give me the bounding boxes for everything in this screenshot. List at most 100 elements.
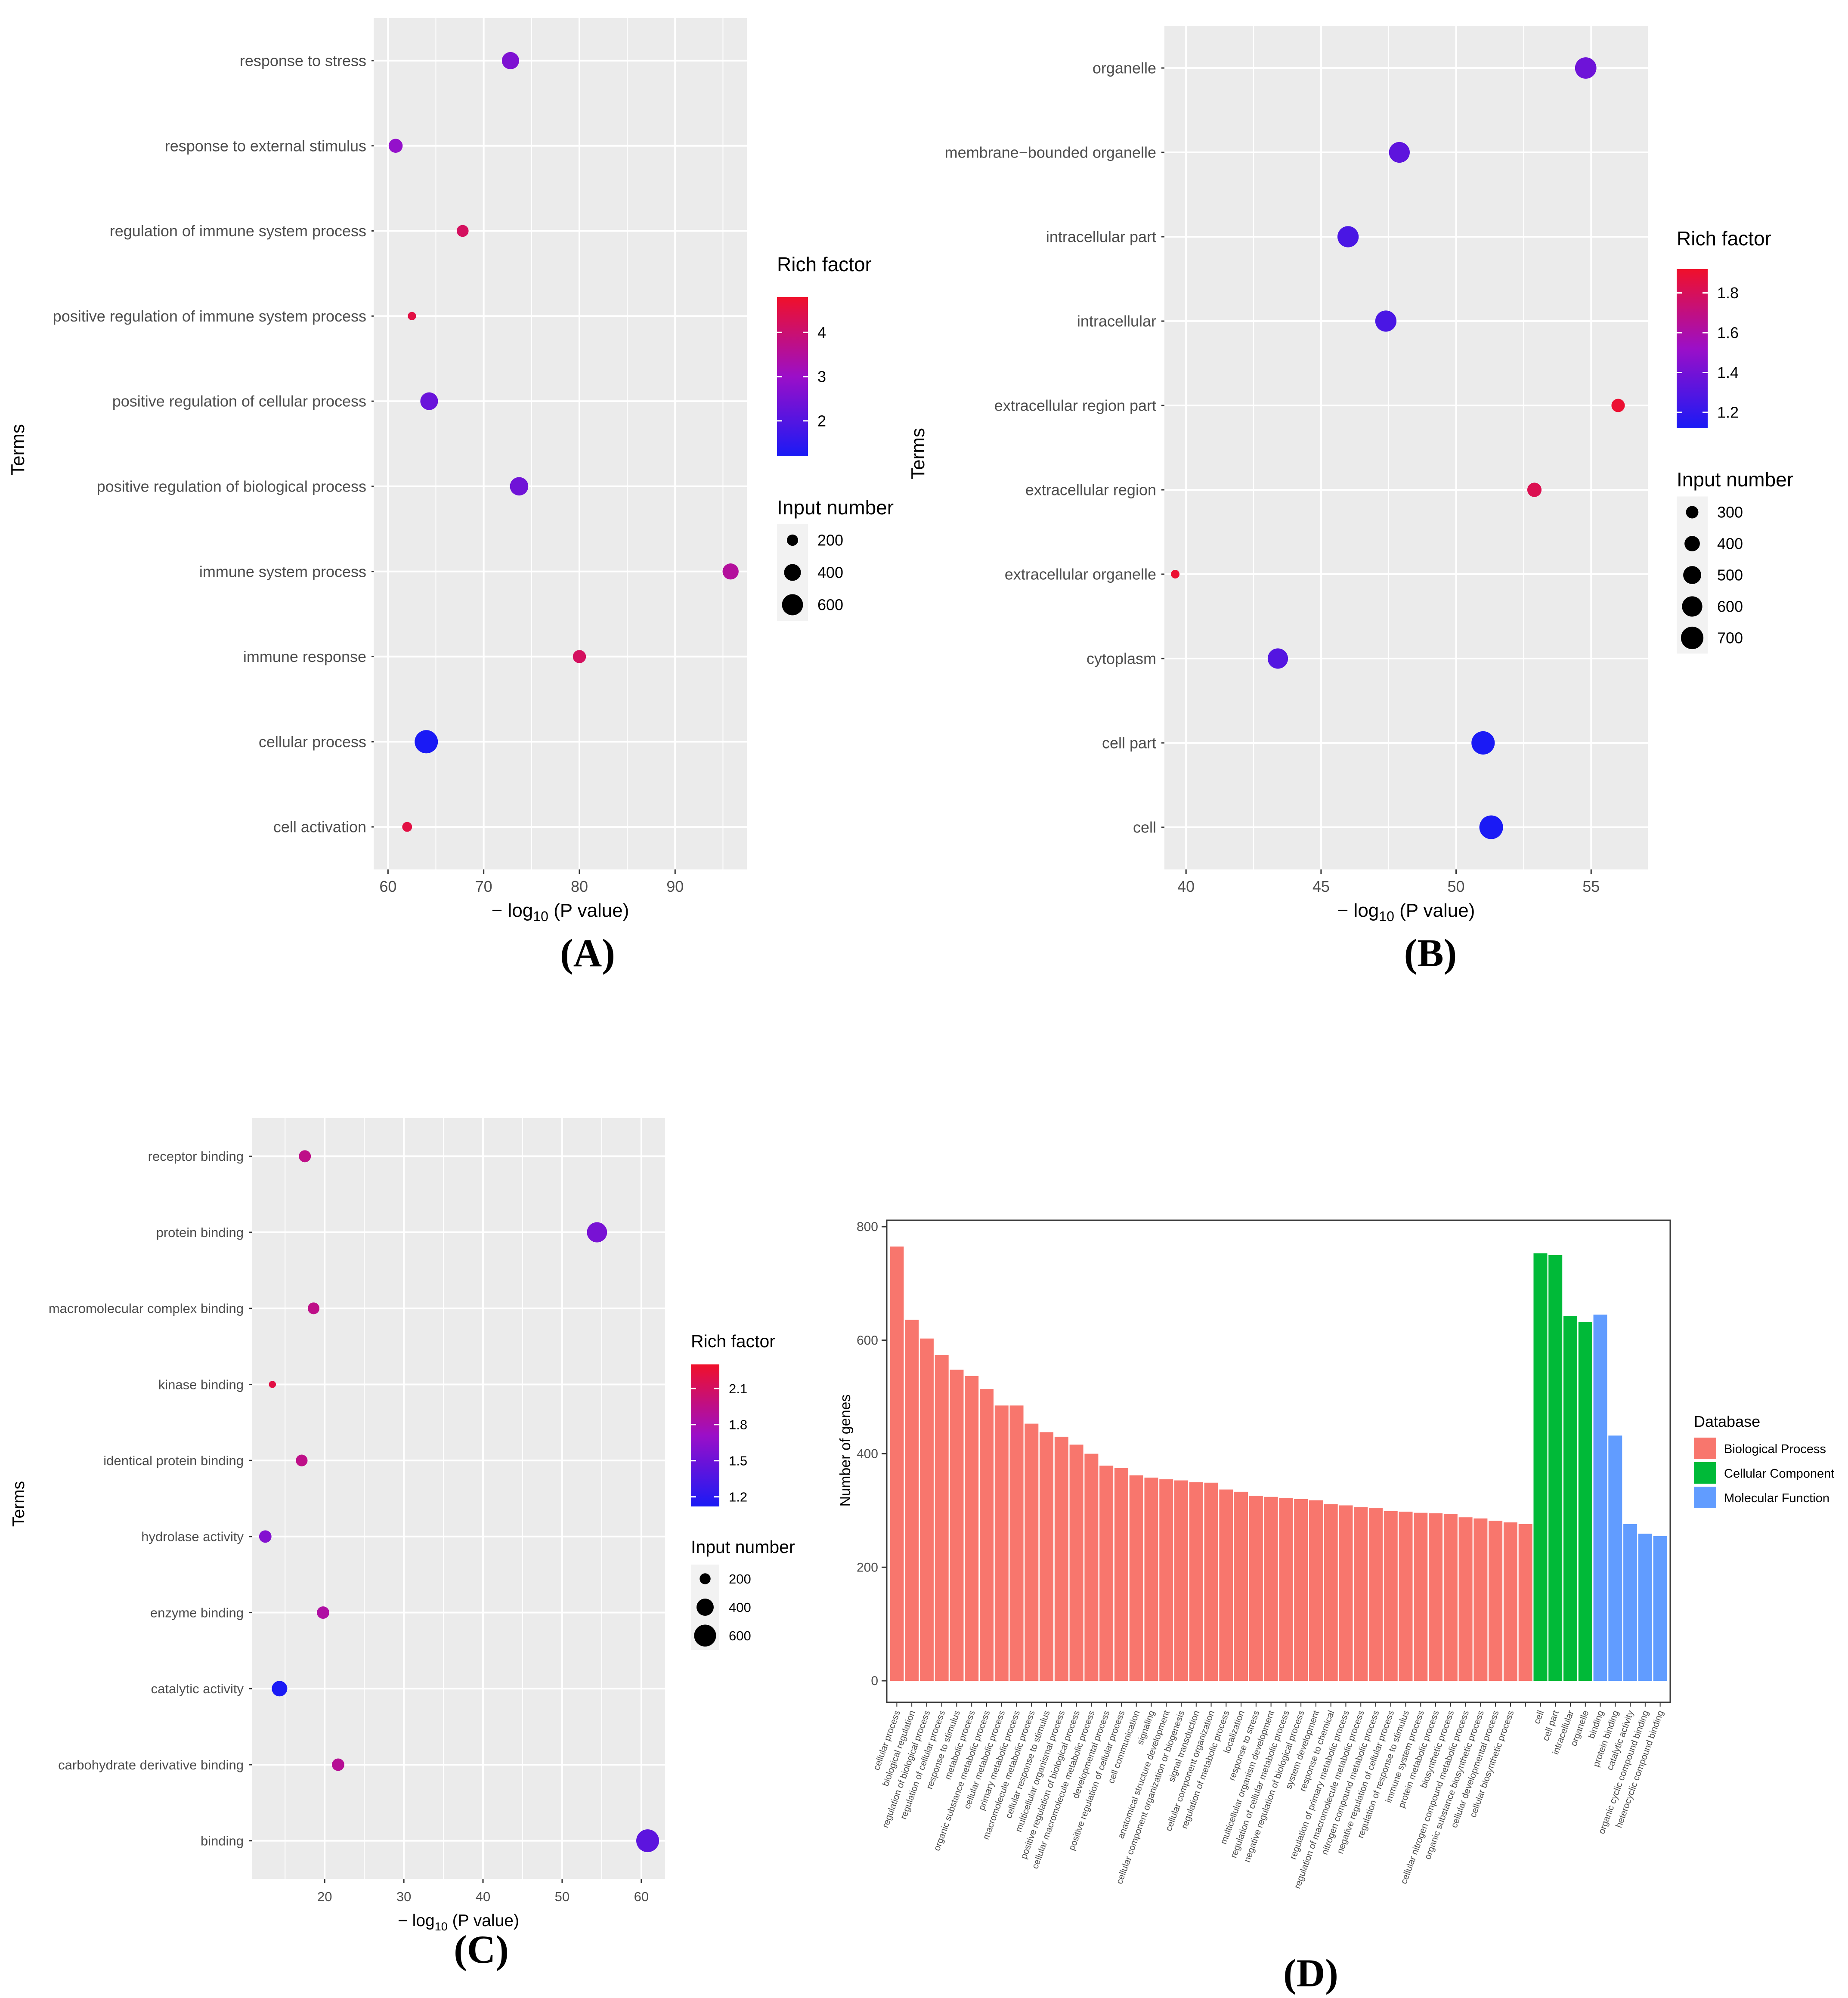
point-extracellular-organelle	[1171, 570, 1180, 578]
y-axis-label: Terms	[907, 428, 929, 479]
bar-multicellular-organismal-process	[1054, 1436, 1068, 1681]
term-label-cell-activation: cell activation	[273, 818, 366, 836]
x-tick-label-50: 50	[555, 1889, 570, 1904]
bar-primary-metabolic-process	[1009, 1405, 1024, 1681]
rich-factor-legend-title: Rich factor	[1677, 227, 1771, 250]
term-label-carbohydrate-derivative-binding: carbohydrate derivative binding	[58, 1757, 244, 1772]
point-immune-system-process	[722, 563, 739, 580]
point-identical-protein-binding	[296, 1454, 308, 1466]
size-key-400	[1684, 536, 1700, 551]
bar-negative-regulation-of-cellular-process	[1384, 1511, 1398, 1681]
y-axis-label: Number of genes	[837, 1395, 854, 1507]
point-cell-part	[1471, 731, 1495, 755]
rich-factor-colorbar	[1677, 269, 1708, 428]
point-hydrolase-activity	[259, 1530, 272, 1543]
x-axis-label-subscript: 10	[533, 909, 548, 924]
x-axis-label-subscript: 10	[435, 1920, 448, 1933]
size-label-500: 500	[1717, 566, 1743, 584]
legend-label-molecular-function: Molecular Function	[1724, 1491, 1829, 1505]
term-label-extracellular-organelle: extracellular organelle	[1005, 566, 1156, 583]
colorbar-label-2: 2	[817, 412, 826, 430]
x-tick-label-90: 90	[666, 878, 684, 895]
term-label-intracellular-part: intracellular part	[1046, 228, 1156, 246]
point-receptor-binding	[299, 1150, 311, 1163]
bar-nitrogen-compound-metabolic-process	[1369, 1508, 1383, 1681]
bar-signaling	[1144, 1477, 1158, 1681]
colorbar-label-1-6: 1.6	[1717, 324, 1739, 342]
input-number-legend-title: Input number	[691, 1537, 795, 1557]
size-label-400: 400	[817, 564, 843, 581]
size-label-600: 600	[817, 596, 843, 614]
y-tick-label-600: 600	[857, 1333, 878, 1348]
bar-heterocyclic-compound-binding	[1653, 1536, 1667, 1681]
bar-macromolecule-metabolic-process	[1025, 1423, 1039, 1681]
point-macromolecular-complex-binding	[307, 1302, 320, 1314]
y-axis-label: Terms	[9, 1481, 28, 1527]
bar-cellular-process	[890, 1246, 904, 1681]
bar-protein-metabolic-process	[1429, 1513, 1443, 1681]
point-extracellular-region	[1527, 482, 1542, 497]
x-axis-label: − log10 (P value)	[1337, 900, 1475, 924]
colorbar-label-3: 3	[817, 368, 826, 386]
x-axis-label: − log10 (P value)	[398, 1911, 519, 1933]
term-label-protein-binding: protein binding	[156, 1225, 244, 1240]
caption-a: (A)	[560, 931, 615, 975]
term-label-immune-response: immune response	[243, 648, 366, 665]
size-key-300	[1686, 506, 1699, 519]
legend-swatch-biological-process	[1694, 1438, 1716, 1459]
bar-regulation-of-metabolic-process	[1219, 1489, 1233, 1681]
legend-label-biological-process: Biological Process	[1724, 1442, 1826, 1456]
colorbar-label-1-4: 1.4	[1717, 364, 1739, 381]
size-label-600: 600	[729, 1628, 751, 1643]
x-axis-label-suffix: (P value)	[548, 900, 629, 921]
point-cell-activation	[402, 822, 412, 832]
y-tick-label-800: 800	[857, 1220, 878, 1234]
bar-response-to-chemical	[1324, 1504, 1338, 1681]
bar-localization	[1234, 1491, 1248, 1681]
bar-immune-system-process	[1414, 1512, 1428, 1681]
colorbar-label-1-2: 1.2	[729, 1489, 747, 1504]
point-response-to-stress	[501, 52, 519, 69]
term-label-positive-regulation-of-biological-process: positive regulation of biological proces…	[97, 478, 366, 495]
bar-biological-regulation	[905, 1320, 919, 1681]
x-axis-label-prefix: − log	[398, 1911, 435, 1930]
term-label-receptor-binding: receptor binding	[148, 1149, 244, 1164]
point-enzyme-binding	[317, 1606, 329, 1619]
size-label-200: 200	[729, 1571, 751, 1587]
term-label-response-to-stress: response to stress	[240, 52, 366, 70]
term-label-enzyme-binding: enzyme binding	[150, 1605, 244, 1620]
point-cytoplasm	[1267, 648, 1288, 669]
point-response-to-external-stimulus	[388, 139, 403, 153]
term-label-response-to-external-stimulus: response to external stimulus	[165, 137, 366, 155]
point-kinase-binding	[269, 1381, 276, 1388]
term-label-regulation-of-immune-system-process: regulation of immune system process	[110, 222, 366, 240]
panel-c: receptor binding protein binding macromole…	[9, 1118, 795, 1971]
point-intracellular-part	[1337, 226, 1359, 247]
x-tick-label-40: 40	[1177, 878, 1195, 895]
point-extracellular-region-part	[1611, 399, 1625, 412]
x-tick-label-20: 20	[317, 1889, 332, 1904]
term-label-positive-regulation-of-cellular-process: positive regulation of cellular process	[112, 393, 366, 410]
x-axis-label-subscript: 10	[1379, 909, 1394, 924]
x-tick-label-60: 60	[379, 878, 396, 895]
legend-swatch-molecular-function	[1694, 1487, 1716, 1508]
bar-cellular-nitrogen-compound-metabolic-process	[1458, 1517, 1473, 1681]
bar-label-cell: cell	[1532, 1709, 1546, 1725]
term-label-catalytic-activity: catalytic activity	[151, 1681, 244, 1696]
point-positive-regulation-of-immune-system-process	[408, 312, 416, 320]
bar-regulation-of-cellular-process	[935, 1355, 949, 1681]
bar-signal-transduction	[1189, 1482, 1203, 1681]
plot-background	[1164, 26, 1648, 869]
bar-response-to-stress	[1249, 1496, 1263, 1681]
bar-protein-binding	[1608, 1435, 1622, 1681]
y-axis-label: Terms	[7, 424, 28, 476]
bar-regulation-of-cellular-metabolic-process	[1279, 1498, 1293, 1681]
size-label-300: 300	[1717, 504, 1743, 521]
bar-cellular-biosynthetic-process	[1503, 1522, 1517, 1681]
x-tick-label-55: 55	[1582, 878, 1600, 895]
x-tick-label-70: 70	[475, 878, 492, 895]
x-tick-label-45: 45	[1312, 878, 1330, 895]
bar-system-development	[1309, 1500, 1323, 1681]
point-positive-regulation-of-biological-process	[510, 477, 529, 496]
caption-d: (D)	[1283, 1951, 1338, 1995]
